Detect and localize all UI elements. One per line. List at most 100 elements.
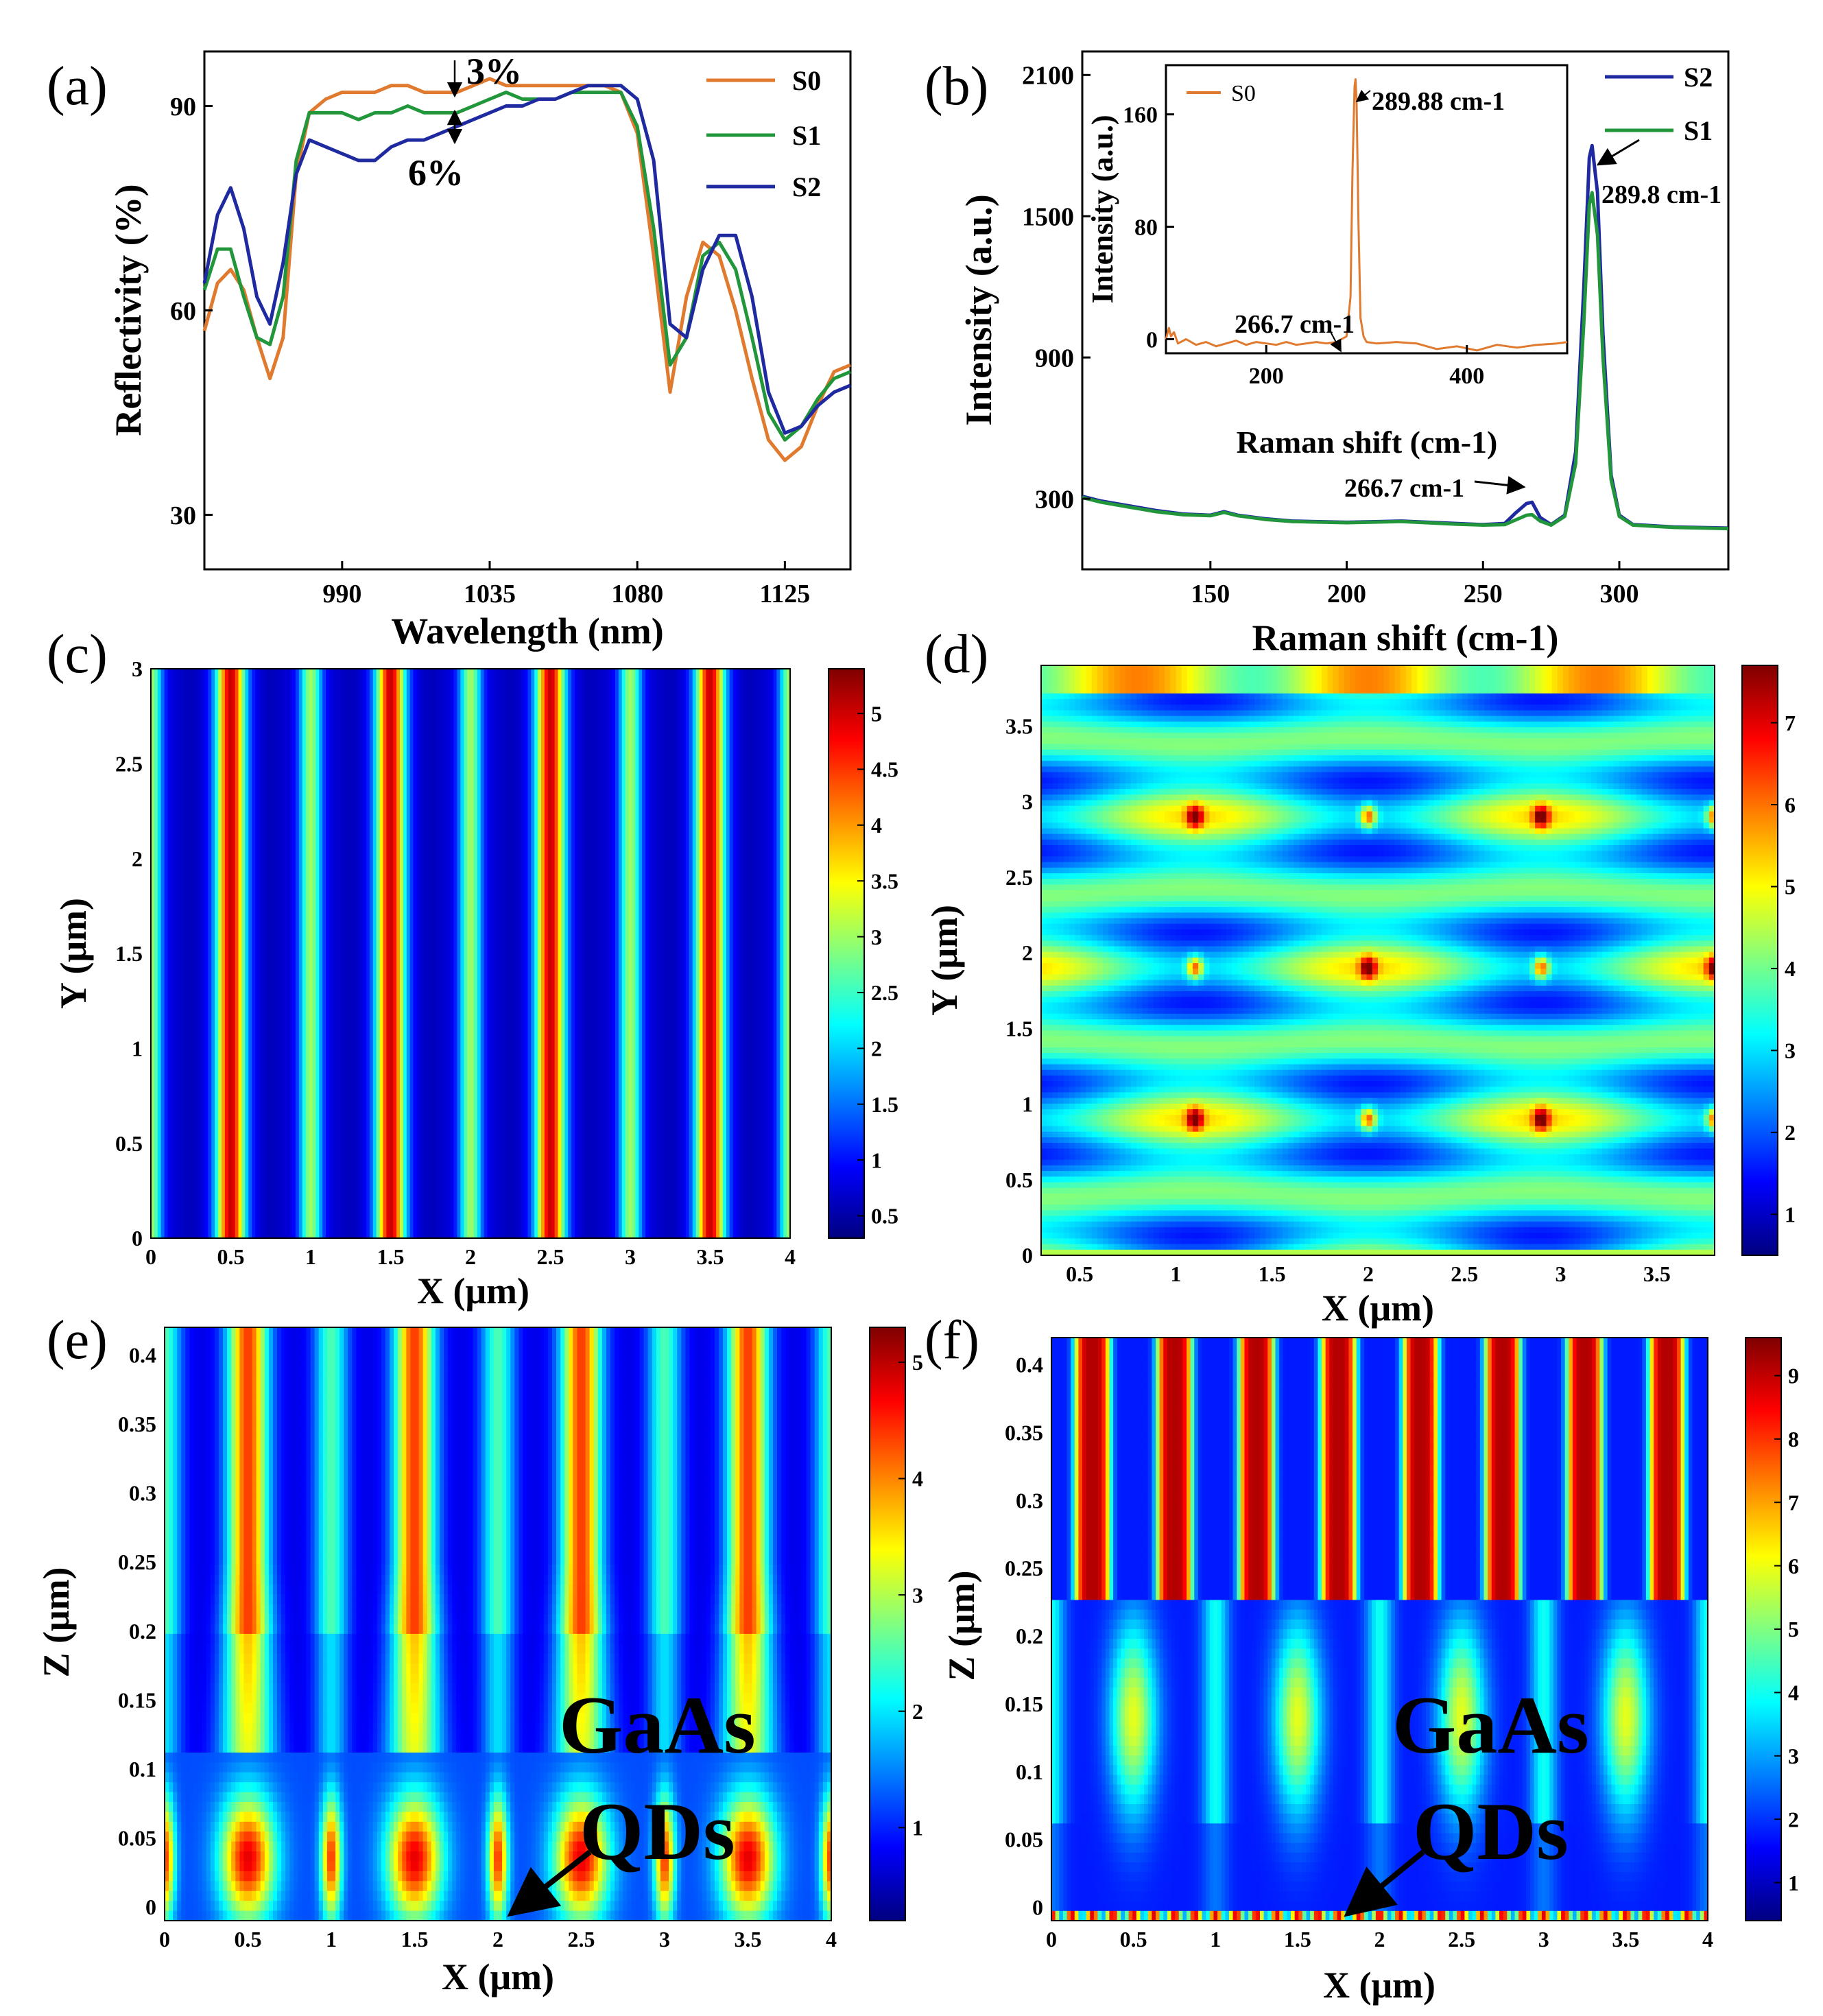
heatmap-cell: [1692, 840, 1698, 846]
heatmap-cell: [1226, 783, 1232, 790]
heatmap-cell: [1311, 755, 1317, 761]
heatmap-cell: [1154, 727, 1160, 733]
heatmap-cell: [1165, 811, 1171, 818]
heatmap-cell: [1507, 733, 1513, 739]
heatmap-cell: [1586, 727, 1592, 733]
heatmap-cell: [1221, 834, 1227, 840]
heatmap-cell: [1422, 711, 1429, 717]
heatmap-cell: [1182, 794, 1188, 801]
heatmap-cell: [1642, 693, 1648, 700]
heatmap-cell: [1265, 665, 1272, 672]
heatmap-cell: [1558, 801, 1564, 807]
heatmap-cell: [1322, 766, 1328, 772]
heatmap-cell: [1283, 772, 1289, 779]
heatmap-cell: [1512, 868, 1518, 874]
heatmap-cell: [1288, 750, 1294, 756]
heatmap-cell: [1687, 693, 1693, 700]
heatmap-cell: [1383, 822, 1390, 829]
heatmap-cell: [1540, 845, 1547, 851]
heatmap-cell: [1344, 766, 1350, 772]
heatmap-cell: [1597, 671, 1603, 677]
heatmap-cell: [1429, 693, 1435, 700]
heatmap-cell: [1305, 665, 1311, 672]
heatmap-cell: [1676, 794, 1682, 801]
heatmap-cell: [1383, 755, 1390, 761]
heatmap-cell: [1176, 873, 1182, 879]
heatmap-cell: [1411, 761, 1418, 767]
heatmap-cell: [1445, 834, 1451, 840]
heatmap-cell: [1591, 688, 1597, 694]
heatmap-cell: [1064, 738, 1070, 744]
heatmap-cell: [1193, 856, 1199, 862]
heatmap-cell: [1204, 711, 1210, 717]
heatmap-cell: [1170, 862, 1176, 868]
heatmap-cell: [1401, 879, 1407, 885]
heatmap-cell: [1401, 873, 1407, 879]
heatmap-cell: [1080, 716, 1086, 722]
heatmap-cell: [1383, 789, 1390, 795]
heatmap-cell: [1154, 783, 1160, 790]
heatmap-cell: [1277, 794, 1283, 801]
heatmap-cell: [414, 669, 418, 1239]
heatmap-cell: [1496, 772, 1502, 779]
annotation-6pct: 6%: [408, 152, 464, 193]
heatmap-cell: [1204, 772, 1210, 779]
heatmap-cell: [1064, 676, 1070, 683]
heatmap-cell: [1647, 738, 1654, 744]
heatmap-cell: [1075, 783, 1081, 790]
heatmap-cell: [1468, 817, 1474, 823]
heatmap-cell: [1580, 862, 1586, 868]
heatmap-cell: [1249, 716, 1255, 722]
heatmap-cell: [1540, 750, 1547, 756]
heatmap-cell: [1131, 873, 1137, 879]
heatmap-cell: [1558, 834, 1564, 840]
heatmap-cell: [1215, 738, 1222, 744]
heatmap-cell: [1518, 704, 1525, 711]
heatmap-cell: [1597, 834, 1603, 840]
heatmap-cell: [1569, 733, 1575, 739]
heatmap-cell: [1535, 683, 1541, 689]
heatmap-cell: [1272, 704, 1278, 711]
heatmap-cell: [1647, 873, 1654, 879]
heatmap-cell: [1614, 817, 1620, 823]
heatmap-cell: [1512, 671, 1518, 677]
heatmap-cell: [1210, 671, 1216, 677]
heatmap-cell: [1243, 676, 1250, 683]
heatmap-cell: [1642, 772, 1648, 779]
heatmap-cell: [1254, 789, 1261, 795]
heatmap-cell: [1187, 794, 1193, 801]
heatmap-cell: [1108, 851, 1115, 857]
heatmap-cell: [1687, 817, 1693, 823]
heatmap-cell: [1597, 766, 1603, 772]
heatmap-cell: [1047, 789, 1053, 795]
heatmap-cell: [1226, 794, 1232, 801]
heatmap-cell: [1108, 873, 1115, 879]
heatmap-cell: [1260, 783, 1266, 790]
heatmap-cell: [1642, 806, 1648, 812]
heatmap-cell: [1041, 829, 1047, 835]
heatmap-cell: [1434, 699, 1440, 705]
heatmap-cell: [1653, 744, 1659, 750]
heatmap-cell: [1411, 856, 1418, 862]
heatmap-cell: [1097, 699, 1104, 705]
heatmap-cell: [1681, 851, 1687, 857]
heatmap-cell: [1687, 840, 1693, 846]
heatmap-cell: [1658, 879, 1665, 885]
heatmap-cell: [1614, 811, 1620, 818]
heatmap-cell: [1501, 801, 1508, 807]
heatmap-cell: [1103, 699, 1109, 705]
heatmap-cell: [1311, 856, 1317, 862]
heatmap-cell: [1697, 683, 1704, 689]
heatmap-cell: [1636, 772, 1642, 779]
heatmap-cell: [1355, 834, 1361, 840]
heatmap-cell: [1569, 783, 1575, 790]
heatmap-cell: [1344, 738, 1350, 744]
heatmap-cell: [1277, 683, 1283, 689]
heatmap-cell: [1658, 665, 1665, 672]
heatmap-cell: [1333, 868, 1339, 874]
heatmap-cell: [1558, 817, 1564, 823]
heatmap-cell: [1479, 868, 1485, 874]
panel-d-heatmap: 0.5 1 1.5 2 2.5 3 3.500.511.522.533.5 X (μm) Y…: [924, 665, 1796, 1329]
heatmap-cell: [1142, 772, 1148, 779]
heatmap-cell: [1254, 778, 1261, 784]
